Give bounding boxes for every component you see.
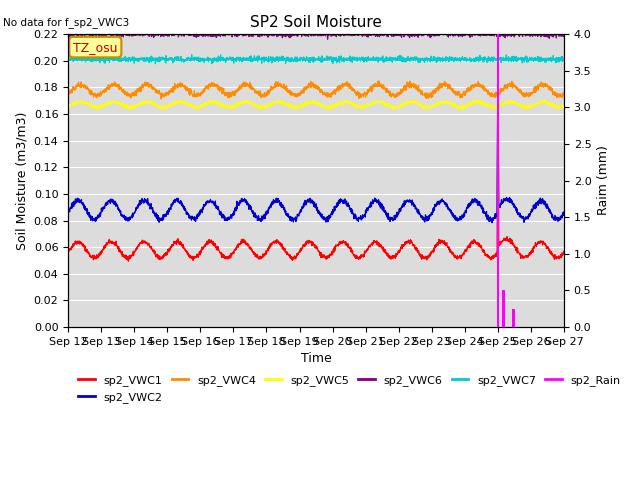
Bar bbox=[497, 34, 498, 327]
Bar bbox=[512, 309, 513, 327]
Text: TZ_osu: TZ_osu bbox=[73, 41, 118, 54]
Bar bbox=[513, 309, 514, 327]
Text: No data for f_sp2_VWC3: No data for f_sp2_VWC3 bbox=[3, 17, 129, 28]
Bar bbox=[513, 309, 514, 327]
Bar bbox=[503, 290, 504, 327]
Bar bbox=[502, 290, 503, 327]
Bar bbox=[497, 34, 498, 327]
Legend: sp2_VWC1, sp2_VWC2, sp2_VWC4, sp2_VWC5, sp2_VWC6, sp2_VWC7, sp2_Rain: sp2_VWC1, sp2_VWC2, sp2_VWC4, sp2_VWC5, … bbox=[74, 371, 625, 407]
Bar bbox=[502, 290, 504, 327]
Bar bbox=[497, 34, 498, 327]
Bar bbox=[503, 290, 504, 327]
Bar bbox=[513, 309, 515, 327]
Y-axis label: Raim (mm): Raim (mm) bbox=[597, 145, 610, 216]
Bar bbox=[503, 290, 504, 327]
Bar bbox=[497, 34, 499, 327]
Title: SP2 Soil Moisture: SP2 Soil Moisture bbox=[250, 15, 382, 30]
Bar bbox=[498, 34, 499, 327]
Y-axis label: Soil Moisture (m3/m3): Soil Moisture (m3/m3) bbox=[15, 111, 28, 250]
Bar bbox=[514, 309, 515, 327]
Bar bbox=[514, 309, 515, 327]
Bar bbox=[498, 34, 499, 327]
X-axis label: Time: Time bbox=[301, 352, 332, 365]
